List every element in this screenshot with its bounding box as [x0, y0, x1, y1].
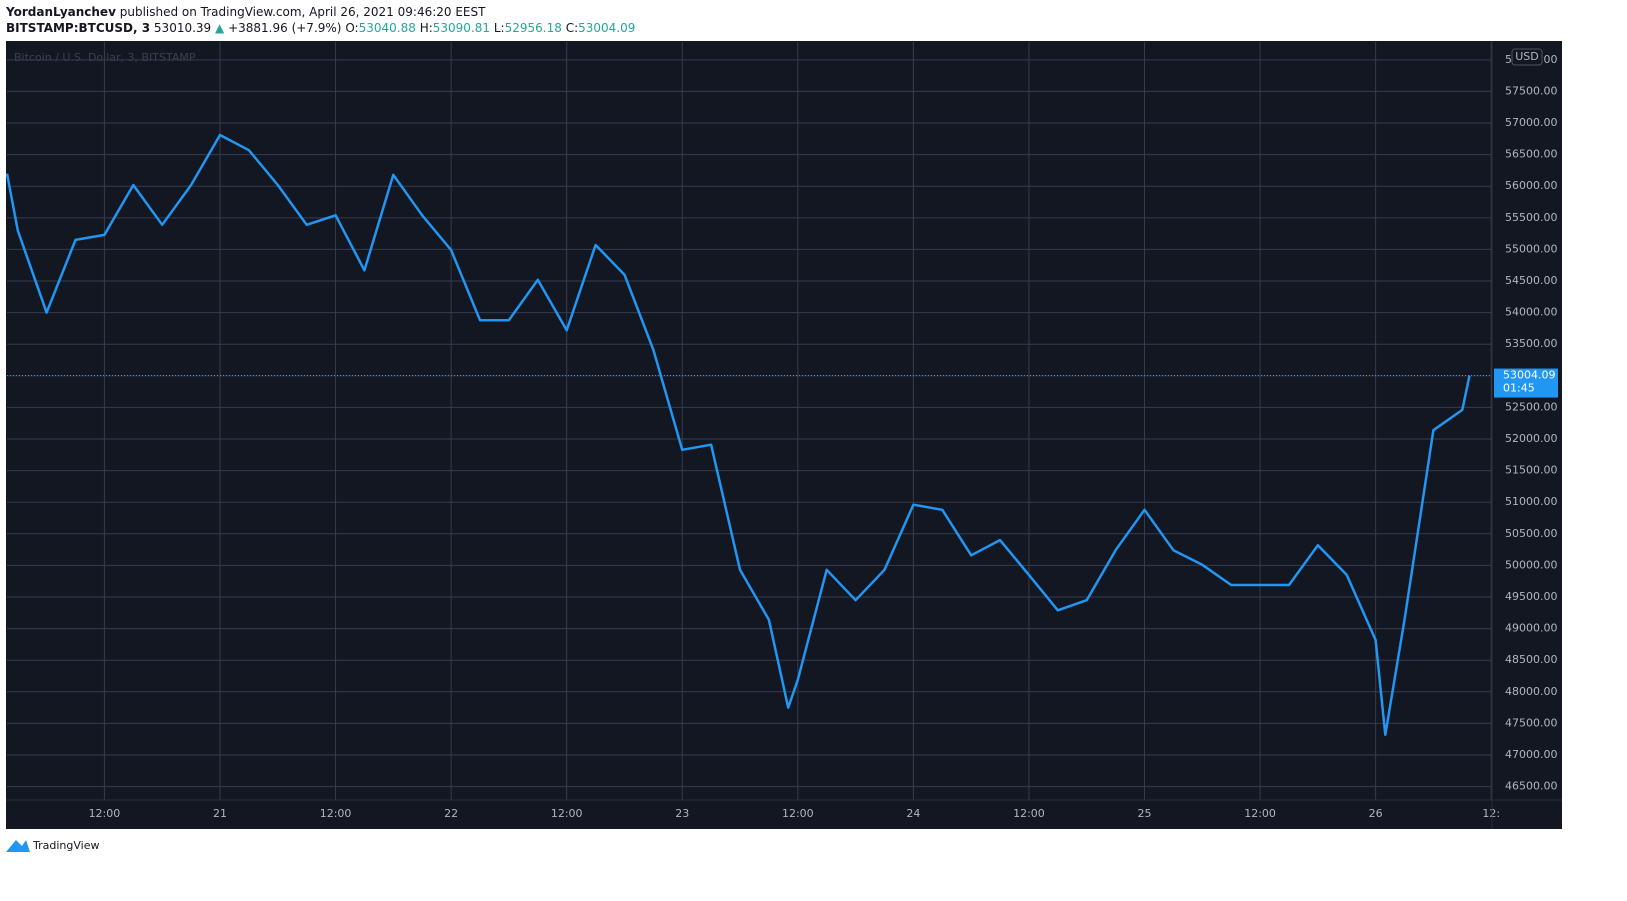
y-tick-label: 55500.00	[1505, 211, 1558, 224]
brand: TradingView	[32, 839, 99, 852]
y-tick-label: 48000.00	[1505, 685, 1558, 698]
y-tick-label: 46500.00	[1505, 780, 1558, 793]
y-tick-label: 56000.00	[1505, 179, 1558, 192]
currency-badge	[1511, 48, 1543, 66]
x-tick-label: 12:	[1482, 807, 1500, 820]
published: published on TradingView.com, April 26, …	[120, 5, 486, 19]
y-tick-label: 49500.00	[1505, 590, 1558, 603]
open: 53040.88	[359, 21, 416, 35]
x-tick-label: 12:00	[551, 807, 583, 820]
low-label: L:	[494, 21, 505, 35]
header-line-1: YordanLyanchev published on TradingView.…	[5, 5, 486, 19]
x-tick-label: 25	[1138, 807, 1152, 820]
y-tick-label: 52000.00	[1505, 432, 1558, 445]
x-tick-label: 26	[1369, 807, 1383, 820]
grid	[7, 42, 1492, 800]
high: 53090.81	[433, 21, 490, 35]
y-tick-label: 51000.00	[1505, 495, 1558, 508]
last-price-box	[1494, 368, 1558, 398]
close-label: C:	[566, 21, 578, 35]
chart-background	[6, 41, 1562, 829]
y-tick-label: 55000.00	[1505, 242, 1558, 255]
currency: USD	[1515, 50, 1539, 63]
brand-logo	[6, 840, 30, 852]
y-tick-label: 54000.00	[1505, 306, 1558, 319]
change: +3881.96 (+7.9%)	[228, 21, 341, 35]
x-tick-label: 24	[906, 807, 920, 820]
watermark: Bitcoin / U.S. Dollar, 3, BITSTAMP	[14, 51, 196, 64]
x-tick-label: 21	[213, 807, 227, 820]
x-tick-label: 12:00	[1244, 807, 1276, 820]
arrow: ▲	[215, 21, 225, 35]
y-tick-label: 51500.00	[1505, 464, 1558, 477]
y-tick-label: 52500.00	[1505, 400, 1558, 413]
y-tick-label: 54500.00	[1505, 274, 1558, 287]
y-tick-label: 57500.00	[1505, 84, 1558, 97]
low: 52956.18	[505, 21, 562, 35]
x-tick-label: 12:00	[782, 807, 814, 820]
y-tick-label: 56500.00	[1505, 148, 1558, 161]
y-tick-label: 47500.00	[1505, 716, 1558, 729]
x-tick-label: 23	[675, 807, 689, 820]
y-tick-label: 48500.00	[1505, 653, 1558, 666]
y-tick-label: 50000.00	[1505, 558, 1558, 571]
header-line-2: BITSTAMP:BTCUSD, 3 53010.39 ▲ +3881.96 (…	[6, 21, 635, 35]
y-tick-label: 47000.00	[1505, 748, 1558, 761]
symbol: BITSTAMP:BTCUSD, 3	[6, 21, 150, 35]
last-price-label: 53004.09	[1503, 369, 1556, 382]
high-label: H:	[420, 21, 433, 35]
open-label: O:	[345, 21, 358, 35]
x-tick-label: 12:00	[320, 807, 352, 820]
y-tick-label: 57000.00	[1505, 116, 1558, 129]
x-tick-label: 12:00	[89, 807, 121, 820]
y-tick-label: 53500.00	[1505, 337, 1558, 350]
x-tick-label: 12:00	[1013, 807, 1045, 820]
last-price: 53010.39	[154, 21, 211, 35]
x-tick-label: 22	[444, 807, 458, 820]
price-line	[5, 133, 1471, 737]
author: YordanLyanchev	[5, 5, 116, 19]
y-tick-label: 49000.00	[1505, 622, 1558, 635]
countdown-label: 01:45	[1503, 382, 1535, 395]
close: 53004.09	[578, 21, 635, 35]
y-tick-label: 50500.00	[1505, 527, 1558, 540]
